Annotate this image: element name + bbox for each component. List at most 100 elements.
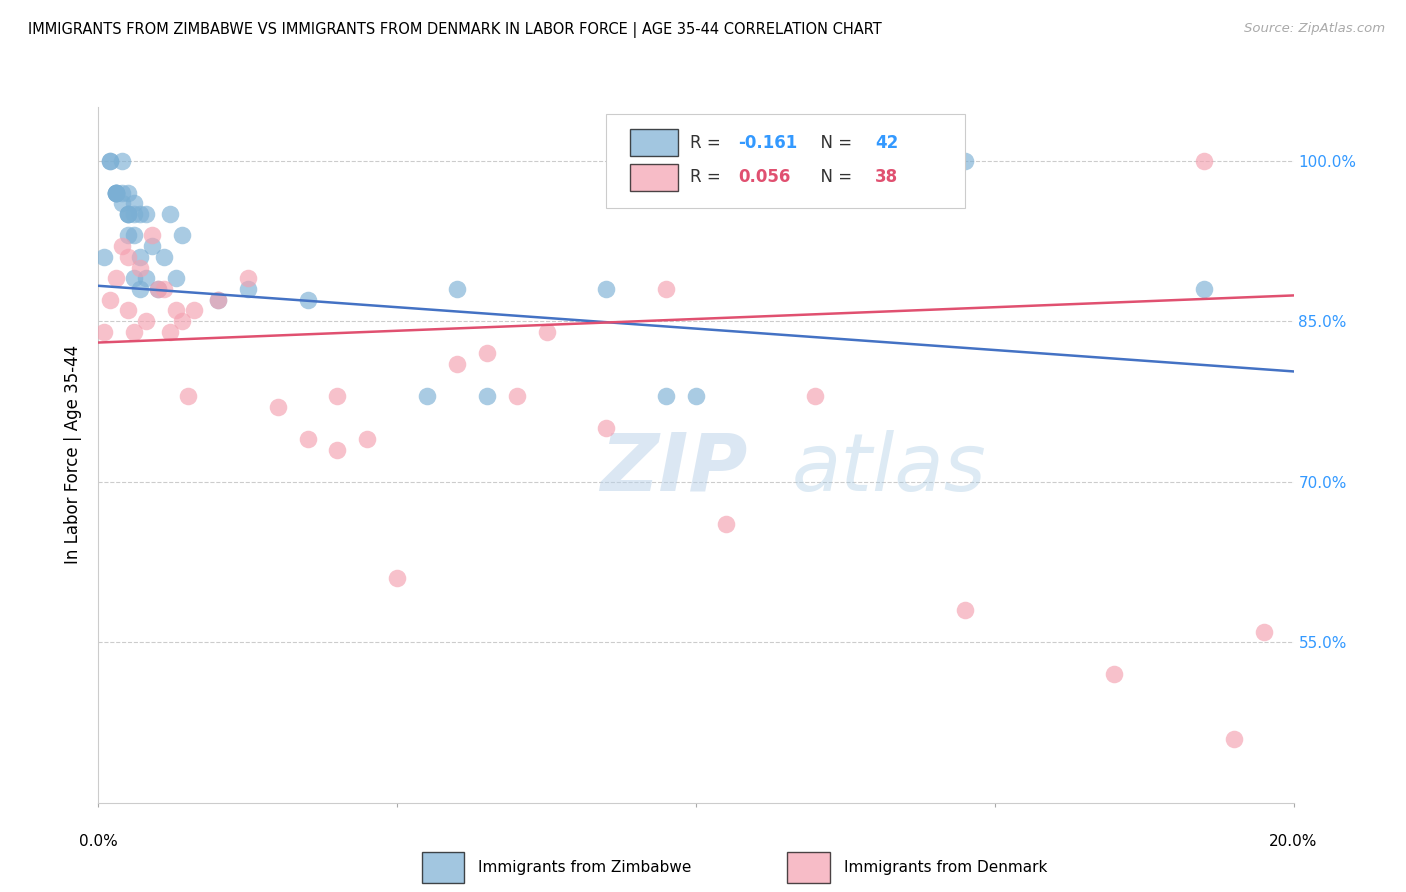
Point (804, 389, 827, 403)
Text: -0.161: -0.161 (738, 134, 797, 152)
Point (135, 314, 157, 328)
Y-axis label: In Labor Force | Age 35-44: In Labor Force | Age 35-44 (65, 345, 83, 565)
Point (1104, 667, 1126, 681)
Text: R =: R = (690, 134, 725, 152)
Point (124, 207, 146, 221)
Point (446, 282, 468, 296)
Point (141, 239, 163, 253)
Point (356, 432, 378, 446)
Point (475, 389, 498, 403)
Point (236, 282, 259, 296)
FancyBboxPatch shape (606, 114, 965, 208)
Point (100, 293, 122, 307)
Text: Immigrants from Zimbabwe: Immigrants from Zimbabwe (478, 860, 692, 874)
Point (714, 517, 737, 532)
Point (1192, 282, 1215, 296)
Text: 0.056: 0.056 (738, 169, 790, 186)
Point (1253, 624, 1275, 639)
FancyBboxPatch shape (630, 164, 678, 191)
Point (105, 186, 128, 200)
Text: Immigrants from Denmark: Immigrants from Denmark (844, 860, 1047, 874)
Text: ZIP: ZIP (600, 430, 748, 508)
Point (446, 357, 468, 371)
Point (177, 389, 200, 403)
Text: 42: 42 (875, 134, 898, 152)
Point (475, 346, 498, 360)
Point (207, 293, 229, 307)
Point (93, 325, 115, 339)
Text: atlas: atlas (792, 430, 987, 508)
Point (207, 293, 229, 307)
Point (297, 432, 319, 446)
Point (105, 186, 128, 200)
Point (297, 293, 319, 307)
Point (100, 153, 122, 168)
Text: N =: N = (810, 134, 856, 152)
Text: 38: 38 (875, 169, 898, 186)
Point (117, 250, 139, 264)
Point (117, 207, 139, 221)
Text: IMMIGRANTS FROM ZIMBABWE VS IMMIGRANTS FROM DENMARK IN LABOR FORCE | AGE 35-44 C: IMMIGRANTS FROM ZIMBABWE VS IMMIGRANTS F… (28, 22, 882, 38)
Point (93, 250, 115, 264)
Point (655, 282, 678, 296)
Point (124, 325, 146, 339)
Point (135, 271, 157, 285)
Point (385, 571, 409, 585)
Point (953, 603, 976, 617)
Point (159, 207, 181, 221)
Point (267, 400, 290, 414)
Point (326, 389, 349, 403)
Point (416, 389, 439, 403)
Text: 0.0%: 0.0% (79, 834, 118, 849)
Point (117, 207, 139, 221)
Point (105, 271, 128, 285)
Point (148, 282, 170, 296)
Point (117, 228, 139, 243)
Point (655, 389, 678, 403)
Point (953, 153, 976, 168)
Point (129, 282, 152, 296)
Point (129, 207, 152, 221)
Point (105, 186, 128, 200)
Point (111, 186, 134, 200)
Point (117, 186, 139, 200)
Point (100, 153, 122, 168)
Point (165, 303, 187, 318)
Point (153, 250, 176, 264)
Point (105, 186, 128, 200)
Point (1223, 731, 1246, 746)
Text: 20.0%: 20.0% (1270, 834, 1317, 849)
Point (172, 314, 194, 328)
Point (117, 207, 139, 221)
Text: R =: R = (690, 169, 725, 186)
FancyBboxPatch shape (630, 129, 678, 156)
Point (183, 303, 205, 318)
Text: N =: N = (810, 169, 856, 186)
Point (111, 239, 134, 253)
Point (506, 389, 529, 403)
Point (595, 282, 617, 296)
Text: Source: ZipAtlas.com: Source: ZipAtlas.com (1244, 22, 1385, 36)
Point (685, 389, 707, 403)
Point (1192, 153, 1215, 168)
Point (105, 186, 128, 200)
Point (111, 153, 134, 168)
Point (124, 196, 146, 211)
Point (111, 196, 134, 211)
Point (129, 260, 152, 275)
Point (117, 303, 139, 318)
Point (129, 250, 152, 264)
Point (236, 271, 259, 285)
Point (159, 325, 181, 339)
Point (595, 421, 617, 435)
Point (153, 282, 176, 296)
Point (165, 271, 187, 285)
Point (124, 228, 146, 243)
Point (148, 282, 170, 296)
Point (124, 271, 146, 285)
Point (326, 442, 349, 457)
Point (135, 207, 157, 221)
Point (536, 325, 558, 339)
Point (141, 228, 163, 243)
Point (172, 228, 194, 243)
